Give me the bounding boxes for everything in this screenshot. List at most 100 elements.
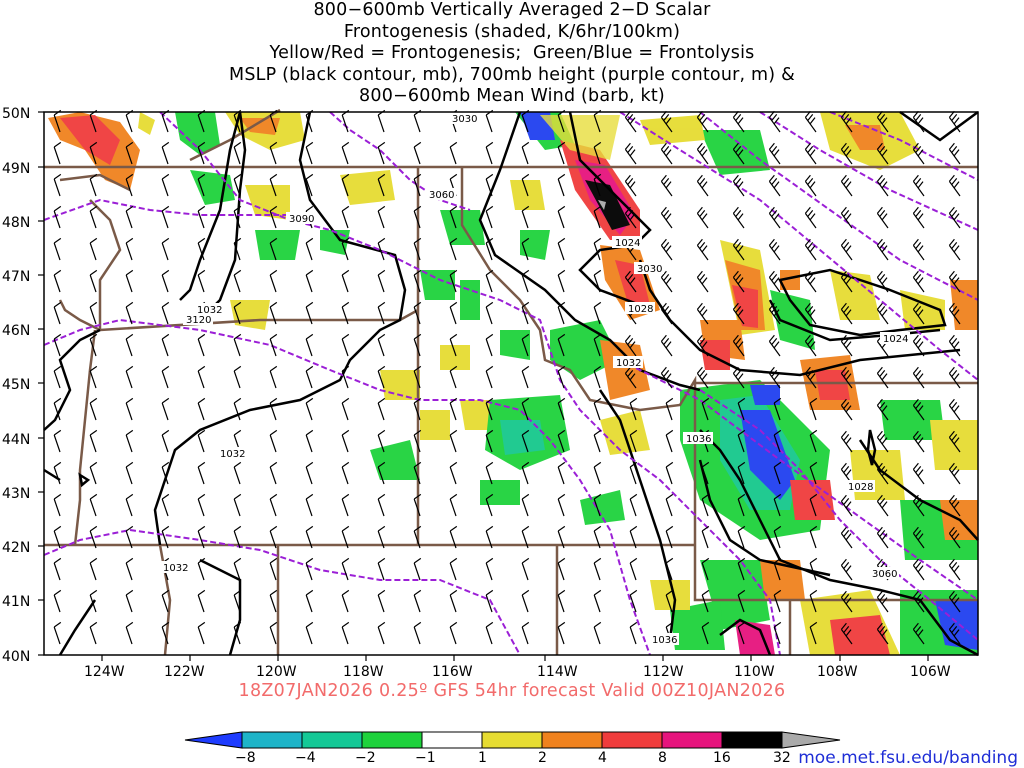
wind-barb	[557, 301, 566, 325]
wind-barb	[377, 525, 386, 549]
wind-barb	[521, 525, 530, 549]
wind-barb	[840, 558, 853, 581]
wind-barb	[305, 589, 314, 613]
wind-barb	[89, 429, 98, 453]
colorbar-segment	[301, 731, 363, 749]
wind-barb	[233, 141, 242, 165]
wind-barb	[557, 429, 566, 453]
wind-barb	[629, 429, 638, 453]
height-label: 3060	[429, 190, 454, 201]
wind-barb	[660, 334, 673, 357]
wind-barb	[593, 237, 602, 261]
lat-label: 41N	[2, 594, 30, 610]
wind-barb	[732, 174, 745, 197]
height-label: 3090	[289, 214, 314, 225]
wind-barb	[413, 109, 422, 133]
wind-barb	[732, 302, 745, 325]
wind-barb	[161, 365, 170, 389]
mslp-label: 1028	[848, 482, 873, 493]
wind-barb	[341, 557, 350, 581]
wind-barb	[804, 238, 817, 261]
wind-barb	[948, 206, 961, 229]
wind-barb	[53, 557, 62, 581]
wind-barb	[413, 525, 422, 549]
forecast-valid-time: 18Z07JAN2026 0.25º GFS 54hr forecast Val…	[238, 681, 786, 701]
wind-barb	[665, 397, 674, 421]
wind-barb	[809, 493, 818, 517]
wind-barb	[89, 269, 98, 293]
wind-barb	[449, 397, 458, 421]
lon-label: 116W	[432, 664, 473, 680]
wind-barb	[125, 237, 134, 261]
wind-barb	[449, 237, 458, 261]
wind-barb	[413, 493, 422, 517]
wind-barb	[948, 622, 961, 645]
wind-barb	[557, 557, 566, 581]
wind-barb	[876, 622, 889, 645]
wind-barb	[161, 429, 170, 453]
wind-barb	[948, 142, 961, 165]
wind-barb	[161, 205, 170, 229]
wind-barb	[485, 589, 494, 613]
wind-barb	[521, 205, 530, 229]
wind-barb	[840, 174, 853, 197]
wind-barb	[53, 621, 62, 645]
wind-barb	[773, 525, 782, 549]
wind-barb	[557, 205, 566, 229]
wind-barb	[629, 621, 638, 645]
wind-barb	[773, 557, 782, 581]
wind-barb	[197, 365, 206, 389]
wind-barb	[89, 237, 98, 261]
wind-barb	[485, 301, 494, 325]
wind-barb	[773, 589, 782, 613]
mslp-label: 1032	[220, 449, 245, 460]
wind-barb	[696, 206, 709, 229]
wind-barb	[413, 429, 422, 453]
wind-barb	[89, 173, 98, 197]
wind-barb	[377, 557, 386, 581]
wind-barb	[876, 430, 889, 453]
wind-barb	[485, 365, 494, 389]
wind-barb	[413, 301, 422, 325]
wind-barb	[341, 397, 350, 421]
wind-barb	[809, 397, 818, 421]
wind-barb	[624, 334, 637, 357]
wind-barb	[809, 461, 818, 485]
colorbar-segment	[661, 731, 723, 749]
mslp-label: 1024	[615, 238, 640, 249]
wind-barb	[377, 461, 386, 485]
wind-barb	[948, 110, 961, 133]
wind-barb	[125, 333, 134, 357]
wind-barb	[233, 461, 242, 485]
wind-barb	[804, 366, 817, 389]
wind-barb	[449, 493, 458, 517]
wind-barb	[557, 621, 566, 645]
wind-barb	[413, 397, 422, 421]
wind-barb	[269, 237, 278, 261]
wind-barb	[269, 525, 278, 549]
wind-barb	[341, 333, 350, 357]
wind-barb	[233, 365, 242, 389]
wind-barb	[89, 493, 98, 517]
wind-barb	[233, 621, 242, 645]
title-line-2: Frontogenesis (shaded, K/6hr/100km)	[343, 21, 681, 42]
wind-barb	[593, 429, 602, 453]
wind-barb	[377, 365, 386, 389]
wind-barb	[660, 366, 673, 389]
height-label: 3030	[452, 114, 477, 125]
lat-label: 47N	[2, 269, 30, 285]
wind-barb	[804, 142, 817, 165]
longitude-labels: 124W 122W 120W 118W 116W 114W 112W 110W …	[84, 664, 951, 680]
colorbar-segment	[721, 731, 783, 749]
wind-barb	[125, 365, 134, 389]
wind-barb	[269, 301, 278, 325]
wind-barb	[89, 397, 98, 421]
lat-label: 46N	[2, 323, 30, 339]
wind-barb	[840, 270, 853, 293]
wind-barb	[485, 141, 494, 165]
colorbar-label: 2	[538, 750, 547, 766]
wind-barb	[233, 237, 242, 261]
mslp-label: 1036	[652, 635, 677, 646]
wind-barb	[53, 301, 62, 325]
wind-barb	[125, 109, 134, 133]
